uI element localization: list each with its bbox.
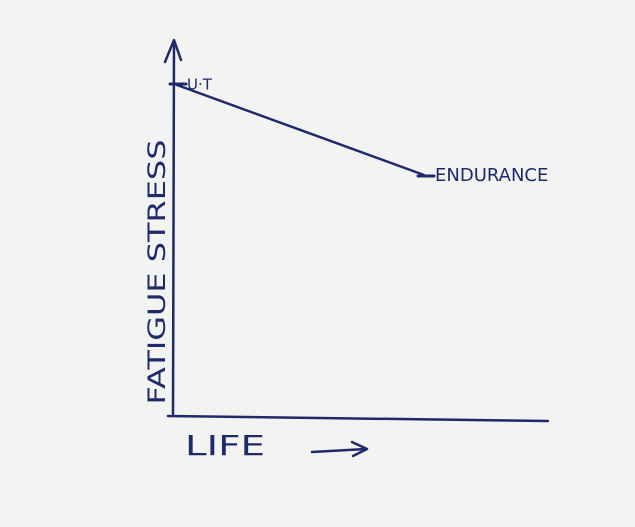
y-axis (171, 40, 176, 416)
x-direction-arrow (310, 447, 368, 454)
x-axis (166, 414, 550, 423)
ut-label: U·T (187, 76, 213, 94)
y-axis-label: FATIGUE STRESS (143, 140, 171, 405)
y-axis-arrow (163, 38, 183, 64)
x-axis-label: LIFE (185, 429, 265, 462)
x-direction-arrowhead (350, 440, 369, 458)
endurance-label: ENDURANCE (435, 165, 548, 186)
stress-life-line (175, 83, 426, 177)
